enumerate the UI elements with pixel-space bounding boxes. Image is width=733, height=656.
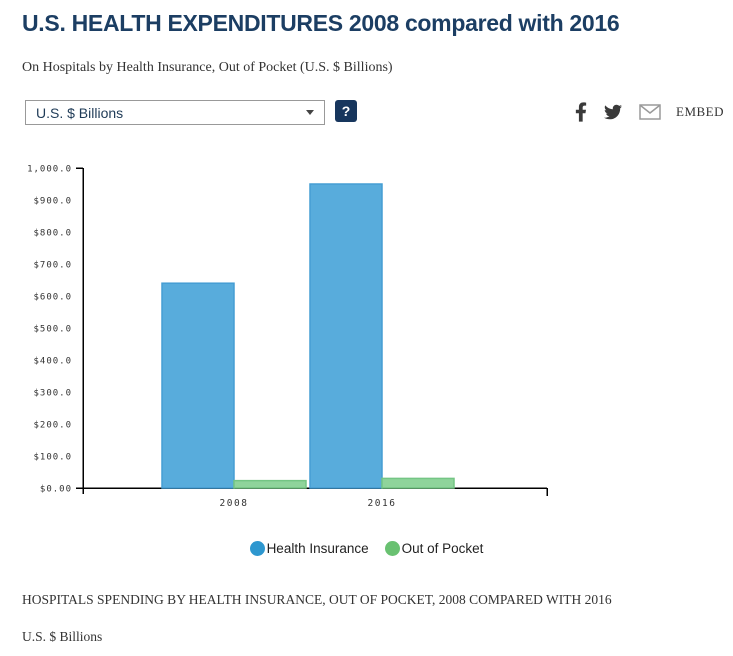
y-axis-tick-label: $600.0 — [33, 293, 72, 303]
y-axis-tick-label: $700.0 — [33, 261, 72, 271]
legend-item-out-of-pocket[interactable]: Out of Pocket — [384, 541, 484, 556]
legend-label: Health Insurance — [266, 541, 369, 556]
units-select[interactable]: U.S. $ Billions — [25, 100, 325, 125]
units-select-value: U.S. $ Billions — [36, 104, 124, 121]
legend-item-health-insurance[interactable]: Health Insurance — [249, 541, 369, 556]
bar-out-of-pocket-2008[interactable] — [233, 479, 307, 489]
y-axis-tick-label: $900.0 — [33, 197, 72, 207]
x-axis-category-label: 2008 — [220, 498, 249, 509]
email-envelope-icon[interactable] — [639, 104, 661, 120]
share-bar: EMBED — [575, 102, 724, 122]
y-axis-tick-label: $400.0 — [33, 357, 72, 367]
bar-chart: $0.00 $100.0 $200.0 $300.0 $400.0 $500.0 $600.… — [27, 165, 548, 509]
y-axis-tick-label: $0.00 — [40, 485, 72, 495]
x-axis-category-label: 2016 — [368, 498, 397, 509]
bar-health-insurance-2016[interactable] — [309, 183, 383, 489]
page-title: U.S. HEALTH EXPENDITURES 2008 compared w… — [22, 10, 620, 36]
y-axis-tick-label: $200.0 — [33, 421, 72, 431]
facebook-icon[interactable] — [575, 102, 587, 122]
chevron-down-icon — [306, 110, 314, 115]
bar-out-of-pocket-2016[interactable] — [381, 477, 455, 489]
y-axis-tick-label: $500.0 — [33, 325, 72, 335]
chart-legend: Health Insurance Out of Pocket — [0, 541, 733, 556]
chart-caption: HOSPITALS SPENDING BY HEALTH INSURANCE, … — [22, 592, 612, 607]
bar-health-insurance-2008[interactable] — [161, 282, 235, 489]
y-axis-tick-label: $100.0 — [33, 453, 72, 463]
legend-label: Out of Pocket — [401, 541, 484, 556]
units-note: U.S. $ Billions — [22, 629, 103, 644]
help-button[interactable]: ? — [335, 100, 357, 122]
chart-area: $0.00 $100.0 $200.0 $300.0 $400.0 $500.0 $600.… — [0, 148, 733, 530]
legend-dot-icon — [249, 541, 265, 556]
embed-button[interactable]: EMBED — [676, 104, 724, 119]
y-axis-tick-label: 1,000.0 — [27, 165, 72, 175]
y-axis-tick-label: $800.0 — [33, 229, 72, 239]
twitter-icon[interactable] — [602, 103, 624, 121]
legend-dot-icon — [384, 541, 400, 556]
page-subtitle: On Hospitals by Health Insurance, Out of… — [22, 60, 393, 75]
y-axis-tick-label: $300.0 — [33, 389, 72, 399]
